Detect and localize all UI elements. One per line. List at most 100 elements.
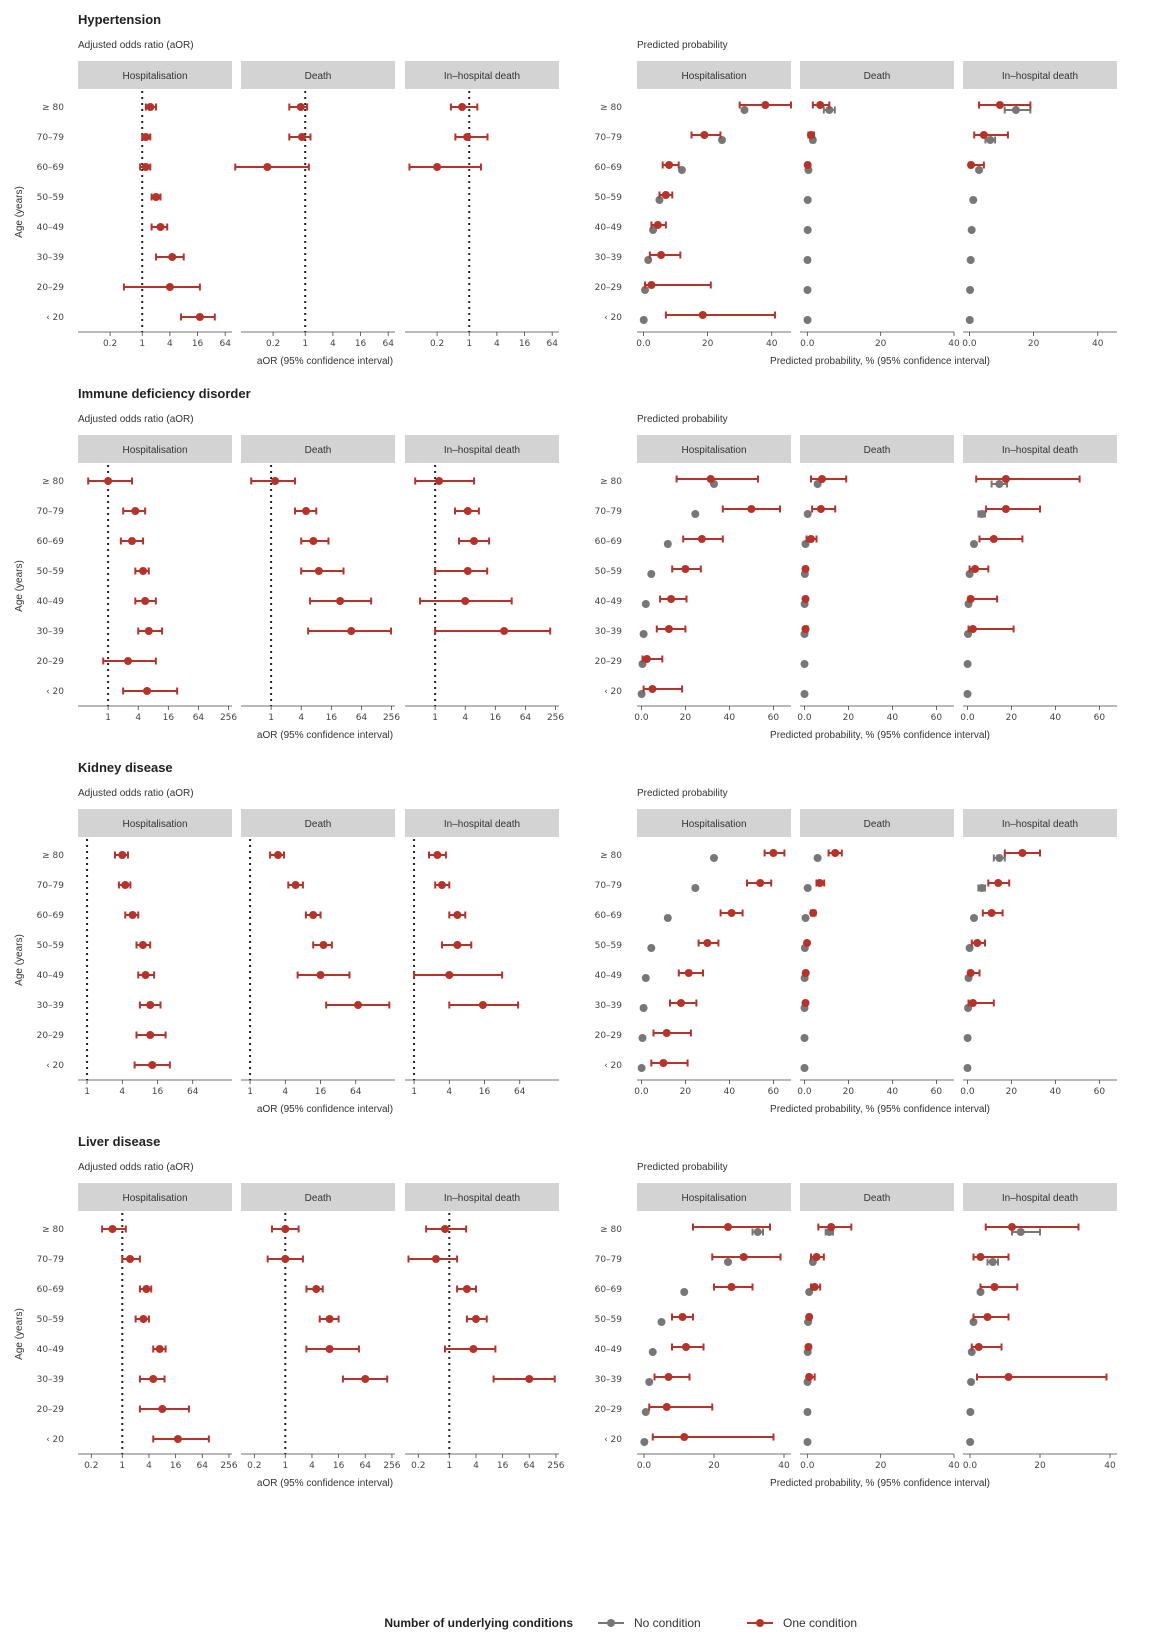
aor-subtitle: Adjusted odds ratio (aOR) <box>78 414 194 425</box>
estimate-point <box>361 1375 370 1383</box>
x-tick-label: 20 <box>1028 339 1040 349</box>
one-condition-point <box>812 1253 821 1261</box>
one-condition-point <box>662 1403 671 1411</box>
x-tick-label: 0.2 <box>84 1461 98 1471</box>
age-tick-label: 60–69 <box>595 163 623 173</box>
no-condition-point <box>638 1034 647 1042</box>
x-tick-label: 40 <box>724 713 736 723</box>
one-condition-point <box>653 221 662 229</box>
no-condition-point <box>970 540 978 548</box>
estimate-point <box>437 881 446 889</box>
estimate-point <box>435 477 444 485</box>
age-tick-label: 40–49 <box>37 1345 65 1355</box>
facet-label: In–hospital death <box>444 445 520 456</box>
age-tick-label: 40–49 <box>37 971 65 981</box>
estimate-point <box>314 567 323 575</box>
no-condition-point <box>710 854 718 862</box>
one-condition-point <box>662 1029 671 1037</box>
age-tick-label: 60–69 <box>37 911 65 921</box>
age-tick-label: ‹ 20 <box>46 1435 64 1445</box>
x-tick-label: 40 <box>948 1461 960 1471</box>
x-tick-label: 64 <box>546 339 558 349</box>
x-tick-label: 40 <box>766 339 778 349</box>
legend-swatch-point <box>756 1619 764 1627</box>
age-tick-label: 60–69 <box>595 537 623 547</box>
section-title: Kidney disease <box>78 760 173 775</box>
x-tick-label: 16 <box>333 1461 345 1471</box>
aor-subtitle: Adjusted odds ratio (aOR) <box>78 1162 194 1173</box>
x-tick-label: 0.2 <box>103 339 117 349</box>
x-tick-label: 4 <box>119 1087 125 1097</box>
x-tick-label: 64 <box>193 713 205 723</box>
no-condition-point <box>969 196 978 204</box>
no-condition-point <box>963 1034 972 1042</box>
one-condition-point <box>664 1373 673 1381</box>
x-tick-label: 1 <box>139 339 145 349</box>
no-condition-point <box>813 854 822 862</box>
facet-label: Hospitalisation <box>122 819 187 830</box>
no-condition-point <box>648 1348 657 1356</box>
x-tick-label: 0.0 <box>797 1087 812 1097</box>
estimate-point <box>325 1315 334 1323</box>
no-condition-point <box>680 1288 689 1296</box>
x-tick-label: 1 <box>446 1461 452 1471</box>
x-tick-label: 1 <box>247 1087 253 1097</box>
facet-label: Hospitalisation <box>681 71 746 82</box>
age-tick-label: 40–49 <box>37 597 65 607</box>
aor-x-axis-title: aOR (95% confidence interval) <box>257 730 393 741</box>
age-tick-label: 30–39 <box>595 627 623 637</box>
one-condition-point <box>994 879 1003 887</box>
estimate-point <box>281 1225 290 1233</box>
x-tick-label: 256 <box>547 1461 564 1471</box>
x-tick-label: 20 <box>702 339 714 349</box>
section-title: Immune deficiency disorder <box>78 386 251 401</box>
one-condition-point <box>987 909 996 917</box>
estimate-point <box>263 163 272 171</box>
age-tick-label: 70–79 <box>595 881 623 891</box>
x-tick-label: 1 <box>302 339 308 349</box>
estimate-point <box>128 911 137 919</box>
x-tick-label: 40 <box>887 713 899 723</box>
prob-x-axis-title: Predicted probability, % (95% confidence… <box>770 730 990 741</box>
age-tick-label: 30–39 <box>37 1001 65 1011</box>
age-tick-label: 50–59 <box>595 193 623 203</box>
no-condition-point <box>1016 1228 1025 1236</box>
facet-label: Hospitalisation <box>681 445 746 456</box>
age-tick-label: 70–79 <box>37 881 65 891</box>
estimate-point <box>152 193 161 201</box>
prob-subtitle: Predicted probability <box>637 40 728 51</box>
one-condition-point <box>727 909 736 917</box>
one-condition-point <box>682 1343 690 1351</box>
section-3: Liver disease Adjusted odds ratio (aOR) Pr… <box>14 1134 1117 1489</box>
x-tick-label: 60 <box>768 713 780 723</box>
facet-label: Death <box>305 819 332 830</box>
one-condition-point <box>801 625 810 633</box>
estimate-point <box>126 1255 135 1263</box>
estimate-point <box>168 253 177 261</box>
one-condition-point <box>700 131 709 139</box>
facet-strip <box>405 1183 559 1211</box>
no-condition-point <box>967 226 976 234</box>
one-condition-point <box>807 535 815 543</box>
no-condition-point <box>966 1408 975 1416</box>
x-tick-label: 1 <box>282 1461 288 1471</box>
prob-x-axis-title: Predicted probability, % (95% confidence… <box>770 356 990 367</box>
estimate-point <box>463 567 472 575</box>
age-tick-label: 40–49 <box>595 223 623 233</box>
section-0: Hypertension Adjusted odds ratio (aOR) Pre… <box>14 12 1117 367</box>
estimate-point <box>354 1001 363 1009</box>
age-tick-label: 20–29 <box>37 283 65 293</box>
aor-x-axis-title: aOR (95% confidence interval) <box>257 356 393 367</box>
x-tick-label: 0.0 <box>634 1087 649 1097</box>
no-condition-point <box>641 974 650 982</box>
x-tick-label: 0.0 <box>963 1461 978 1471</box>
estimate-point <box>470 537 479 545</box>
x-tick-label: 1 <box>119 1461 125 1471</box>
x-tick-label: 40 <box>1050 1087 1062 1097</box>
estimate-point <box>291 881 300 889</box>
age-tick-label: ≥ 80 <box>600 477 622 487</box>
x-tick-label: 20 <box>680 1087 692 1097</box>
no-condition-point <box>803 1438 812 1446</box>
legend-label: One condition <box>783 1616 857 1630</box>
x-tick-label: 0.2 <box>247 1461 261 1471</box>
